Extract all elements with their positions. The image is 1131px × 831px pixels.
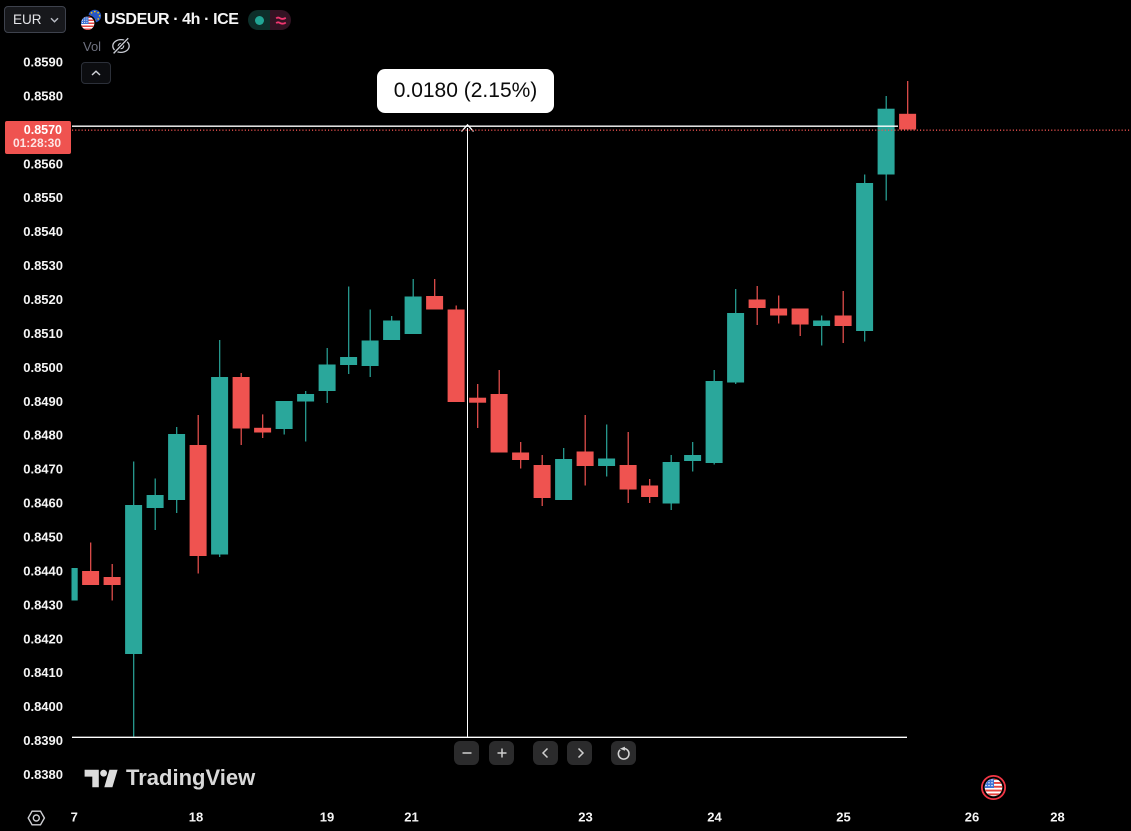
svg-text:0.8460: 0.8460 <box>23 496 63 511</box>
svg-text:0.8500: 0.8500 <box>23 360 63 375</box>
svg-text:0.8390: 0.8390 <box>23 733 63 748</box>
svg-text:0.8510: 0.8510 <box>23 326 63 341</box>
svg-text:0.8440: 0.8440 <box>23 564 63 579</box>
svg-text:25: 25 <box>836 810 850 825</box>
svg-text:0.8490: 0.8490 <box>23 394 63 409</box>
svg-text:23: 23 <box>578 810 592 825</box>
svg-text:19: 19 <box>320 810 334 825</box>
svg-text:7: 7 <box>71 810 78 825</box>
svg-text:0.8480: 0.8480 <box>23 428 63 443</box>
svg-text:26: 26 <box>965 810 979 825</box>
svg-text:18: 18 <box>189 810 203 825</box>
svg-text:28: 28 <box>1050 810 1064 825</box>
svg-text:0.8560: 0.8560 <box>23 156 63 171</box>
svg-text:0.8470: 0.8470 <box>23 462 63 477</box>
svg-text:0.8380: 0.8380 <box>23 767 63 782</box>
svg-text:0.8540: 0.8540 <box>23 224 63 239</box>
svg-text:0.8550: 0.8550 <box>23 190 63 205</box>
svg-text:0.8420: 0.8420 <box>23 631 63 646</box>
svg-text:0.8400: 0.8400 <box>23 699 63 714</box>
svg-text:0.8590: 0.8590 <box>23 55 63 70</box>
svg-text:0.8410: 0.8410 <box>23 665 63 680</box>
svg-text:0.8520: 0.8520 <box>23 292 63 307</box>
svg-text:0.8580: 0.8580 <box>23 88 63 103</box>
svg-text:21: 21 <box>404 810 418 825</box>
svg-text:0.8430: 0.8430 <box>23 597 63 612</box>
svg-text:24: 24 <box>707 810 722 825</box>
svg-text:0.8530: 0.8530 <box>23 258 63 273</box>
svg-text:0.8450: 0.8450 <box>23 530 63 545</box>
